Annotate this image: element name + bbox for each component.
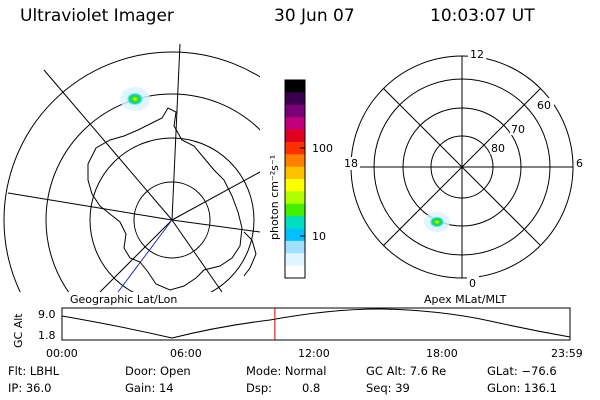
meridian-line (171, 219, 223, 292)
colorbar-segment (285, 216, 305, 230)
date-label: 30 Jun 07 (274, 6, 355, 26)
magnetic-polar-plot: 12 0 18 6 60 70 80 (342, 47, 585, 290)
label-bg (468, 47, 486, 61)
label-bg (467, 276, 479, 289)
mlt-label-18: 18 (344, 157, 358, 170)
ytick-label: 9.0 (38, 308, 56, 321)
colorbar-segment (285, 80, 305, 93)
colorbar-segment (285, 154, 305, 168)
altitude-plot: 9.0 1.8 GC Alt 00:00 06:00 12:00 18:00 2… (12, 307, 583, 360)
left-panel-caption: Geographic Lat/Lon (70, 293, 177, 306)
coastline (243, 231, 257, 277)
colorbar-segment (285, 117, 305, 131)
coastline (87, 107, 243, 291)
lat-circle (45, 93, 260, 292)
lat-circle (133, 181, 211, 259)
colorbar-segment (285, 203, 305, 217)
xtick-label: 06:00 (170, 347, 202, 360)
altitude-curve (61, 308, 571, 339)
colorbar-frame (284, 79, 306, 279)
altitude-ylabel: GC Alt (12, 313, 25, 348)
info-dsp-value: 0.8 (302, 381, 321, 395)
colorbar-tick-label: 100 (312, 142, 333, 155)
label-bg (342, 157, 360, 170)
label-bg (510, 122, 528, 135)
meridian-line (7, 192, 173, 221)
terminator-line (117, 219, 173, 292)
colorbar-unit-label: photon cm⁻²s⁻¹ (268, 155, 281, 240)
info-glat: GLat: −76.6 (487, 364, 557, 378)
meridian-line (171, 219, 260, 233)
info-ip: IP: 36.0 (8, 381, 52, 395)
aurora-spot (429, 216, 445, 228)
lat-label-60: 60 (537, 99, 551, 112)
label-bg (490, 141, 508, 154)
meridian-line (171, 171, 260, 221)
colorbar-segment (285, 240, 305, 254)
xtick-label: 12:00 (298, 347, 330, 360)
mlt-label-12: 12 (470, 48, 484, 61)
info-filter: Flt: LBHL (8, 364, 60, 378)
colorbar-segment (285, 179, 305, 192)
time-label: 10:03:07 UT (430, 6, 535, 26)
colorbar-segment (285, 92, 305, 106)
colorbar-segment (285, 253, 305, 267)
colorbar-tick-label: 10 (312, 230, 326, 243)
info-gc-alt: GC Alt: 7.6 Re (366, 364, 447, 378)
info-glon: GLon: 136.1 (487, 381, 557, 395)
altitude-plot-frame (61, 307, 571, 341)
ytick-label: 1.8 (38, 329, 56, 342)
xtick-label: 00:00 (46, 347, 78, 360)
colorbar-segment (285, 104, 305, 118)
info-seq: Seq: 39 (366, 381, 410, 395)
xtick-label: 18:00 (426, 347, 458, 360)
info-door: Door: Open (125, 364, 191, 378)
aurora-spot (126, 92, 144, 106)
colorbar-segment (285, 228, 305, 242)
mlt-line (351, 56, 573, 278)
lat-label-80: 80 (491, 142, 505, 155)
colorbar-segment (285, 141, 305, 155)
lat-circle (3, 51, 260, 292)
label-bg (536, 98, 554, 111)
xtick-label: 23:59 (551, 347, 583, 360)
info-dsp-label: Dsp: (246, 381, 273, 395)
label-bg (575, 157, 585, 170)
meridian-line (43, 69, 173, 221)
lat-circle (89, 137, 255, 292)
geographic-map (3, 44, 260, 292)
right-panel-caption: Apex MLat/MLT (424, 293, 507, 306)
colorbar: 100 10 photon cm⁻²s⁻¹ (268, 79, 333, 279)
mlt-label-0: 0 (469, 277, 476, 290)
info-mode: Mode: Normal (246, 364, 327, 378)
meridian-line (99, 219, 173, 292)
colorbar-segment (285, 265, 305, 279)
colorbar-segment (285, 129, 305, 143)
lat-label-70: 70 (511, 123, 525, 136)
instrument-title: Ultraviolet Imager (20, 6, 174, 26)
colorbar-segment (285, 191, 305, 205)
meridian-line (171, 44, 181, 221)
mlt-label-6: 6 (576, 157, 583, 170)
colorbar-segment (285, 166, 305, 180)
info-gain: Gain: 14 (125, 381, 174, 395)
